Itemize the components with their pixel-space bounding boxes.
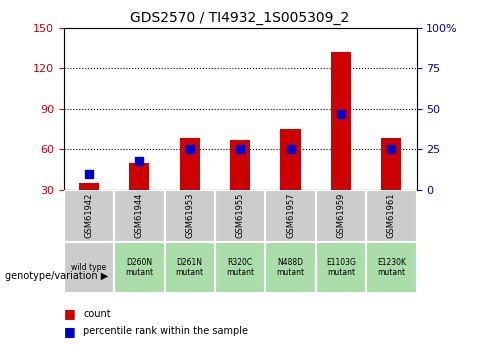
Text: GSM61953: GSM61953 xyxy=(185,193,194,238)
Text: ■: ■ xyxy=(64,325,75,338)
Title: GDS2570 / TI4932_1S005309_2: GDS2570 / TI4932_1S005309_2 xyxy=(130,11,350,25)
FancyBboxPatch shape xyxy=(215,241,265,293)
FancyBboxPatch shape xyxy=(366,190,416,242)
FancyBboxPatch shape xyxy=(114,190,165,242)
Text: R320C
mutant: R320C mutant xyxy=(226,258,254,277)
Text: GSM61957: GSM61957 xyxy=(286,193,295,238)
FancyBboxPatch shape xyxy=(265,241,316,293)
Text: N488D
mutant: N488D mutant xyxy=(276,258,305,277)
Text: GSM61961: GSM61961 xyxy=(387,193,396,238)
Text: genotype/variation ▶: genotype/variation ▶ xyxy=(5,271,108,281)
Text: E1230K
mutant: E1230K mutant xyxy=(377,258,406,277)
FancyBboxPatch shape xyxy=(215,190,265,242)
Text: D261N
mutant: D261N mutant xyxy=(175,258,204,277)
FancyBboxPatch shape xyxy=(64,241,114,293)
Text: D260N
mutant: D260N mutant xyxy=(125,258,153,277)
FancyBboxPatch shape xyxy=(165,241,215,293)
FancyBboxPatch shape xyxy=(64,190,114,242)
Bar xyxy=(79,183,99,190)
Text: count: count xyxy=(83,309,111,319)
Text: E1103G
mutant: E1103G mutant xyxy=(326,258,356,277)
Bar xyxy=(280,129,300,190)
FancyBboxPatch shape xyxy=(316,190,366,242)
FancyBboxPatch shape xyxy=(316,241,366,293)
Text: ■: ■ xyxy=(64,307,75,321)
FancyBboxPatch shape xyxy=(366,241,416,293)
Bar xyxy=(331,52,351,190)
Text: GSM61944: GSM61944 xyxy=(135,193,144,238)
FancyBboxPatch shape xyxy=(265,190,316,242)
Text: GSM61959: GSM61959 xyxy=(337,193,345,238)
Bar xyxy=(381,138,401,190)
Text: percentile rank within the sample: percentile rank within the sample xyxy=(83,326,248,336)
FancyBboxPatch shape xyxy=(165,190,215,242)
Text: GSM61942: GSM61942 xyxy=(84,193,94,238)
Text: GSM61955: GSM61955 xyxy=(236,193,245,238)
Text: wild type: wild type xyxy=(72,263,106,272)
FancyBboxPatch shape xyxy=(114,241,165,293)
Bar xyxy=(180,138,200,190)
Bar xyxy=(129,163,149,190)
Bar xyxy=(230,140,250,190)
